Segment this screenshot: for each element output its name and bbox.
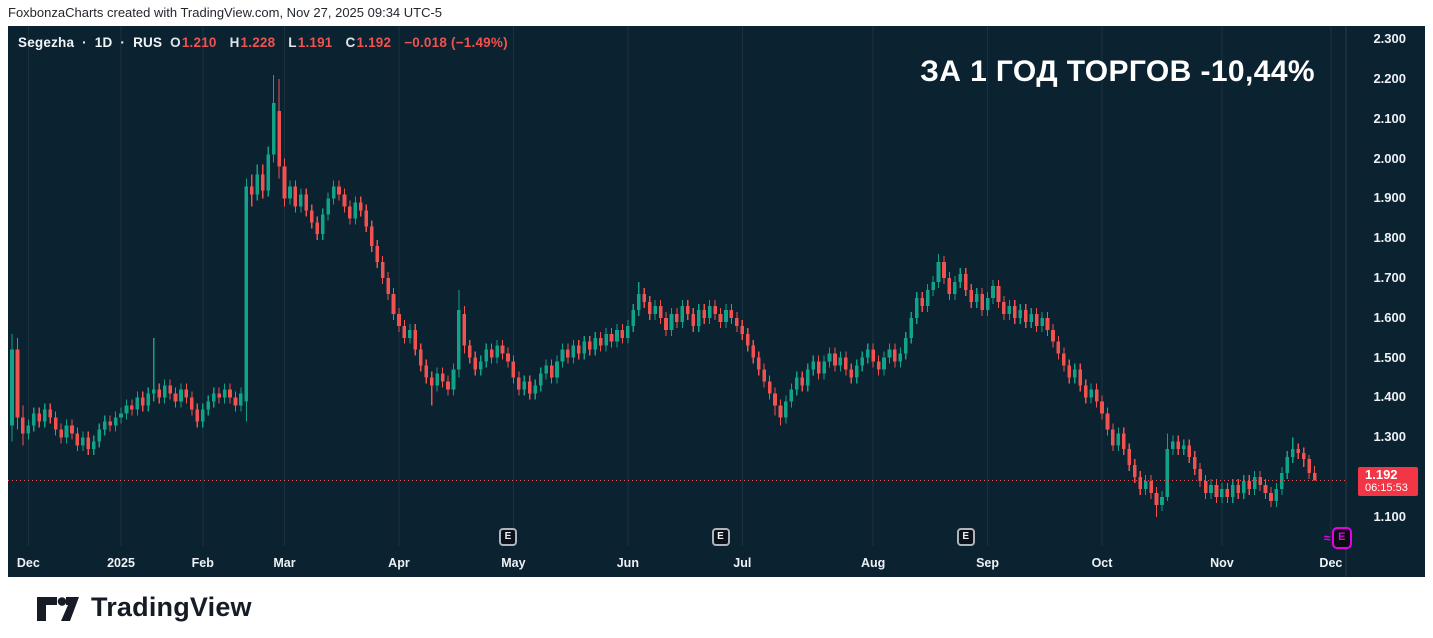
- upcoming-earnings-icon[interactable]: E ≈: [1324, 527, 1352, 549]
- exchange-label: RUS: [133, 35, 163, 50]
- time-tick-label: Apr: [388, 556, 410, 570]
- countdown-timer: 06:15:53: [1365, 482, 1408, 494]
- price-tick-label: 1.700: [1373, 270, 1406, 286]
- time-tick-label: Nov: [1210, 556, 1234, 570]
- price-tick-label: 2.100: [1373, 110, 1406, 126]
- price-tick-label: 2.200: [1373, 70, 1406, 86]
- time-tick-label: Dec: [1319, 556, 1343, 570]
- time-tick-label: Feb: [191, 556, 214, 570]
- price-tick-label: 2.300: [1373, 31, 1406, 47]
- close-letter: C: [345, 35, 356, 50]
- time-tick-label: Jul: [733, 556, 752, 570]
- time-tick-label: Sep: [976, 556, 1000, 570]
- chart-panel[interactable]: Segezha · 1D · RUS O1.210 H1.228 L1.191 …: [8, 26, 1425, 577]
- approx-symbol: ≈: [1323, 531, 1331, 545]
- time-tick-label: Oct: [1091, 556, 1113, 570]
- low-letter: L: [288, 35, 297, 50]
- open-value: 1.210: [181, 35, 217, 50]
- time-tick-label: Mar: [273, 556, 296, 570]
- attribution-text: FoxbonzaCharts created with TradingView.…: [8, 5, 443, 20]
- earnings-icon[interactable]: E: [498, 528, 517, 546]
- close-value: 1.192: [356, 35, 392, 50]
- symbol-name[interactable]: Segezha: [18, 35, 75, 50]
- price-tick-label: 1.800: [1373, 230, 1406, 246]
- footer-bar: TradingView: [0, 577, 1433, 638]
- interval-label[interactable]: 1D: [94, 35, 113, 50]
- time-tick-label: 2025: [107, 556, 135, 570]
- last-price-value: 1.192: [1365, 467, 1398, 482]
- legend-separator: ·: [82, 35, 87, 50]
- price-tick-label: 1.500: [1373, 349, 1406, 365]
- tradingview-logo[interactable]: TradingView: [35, 592, 252, 624]
- candlestick-chart[interactable]: [8, 26, 1425, 577]
- time-tick-label: Jun: [616, 556, 639, 570]
- change-value: −0.018 (−1.49%): [404, 35, 508, 50]
- price-tick-label: 1.400: [1373, 389, 1406, 405]
- price-tick-label: 1.300: [1373, 429, 1406, 445]
- price-tick-label: 1.600: [1373, 309, 1406, 325]
- tradingview-brand-text: TradingView: [91, 592, 252, 622]
- overlay-title: ЗА 1 ГОД ТОРГОВ -10,44%: [920, 55, 1315, 88]
- earnings-icon[interactable]: E: [711, 528, 730, 546]
- legend-separator: ·: [120, 35, 126, 50]
- attribution-bar: FoxbonzaCharts created with TradingView.…: [0, 0, 1433, 26]
- symbol-legend[interactable]: Segezha · 1D · RUS O1.210 H1.228 L1.191 …: [18, 35, 512, 50]
- tradingview-logo-icon: [37, 596, 79, 621]
- time-tick-label: May: [501, 556, 526, 570]
- high-letter: H: [229, 35, 240, 50]
- high-value: 1.228: [240, 35, 276, 50]
- last-price-badge: 1.192 06:15:53: [1358, 467, 1418, 496]
- open-letter: O: [170, 35, 181, 50]
- price-tick-label: 1.900: [1373, 190, 1406, 206]
- low-value: 1.191: [297, 35, 333, 50]
- time-tick-label: Aug: [860, 556, 886, 570]
- price-tick-label: 2.000: [1373, 150, 1406, 166]
- time-tick-label: Dec: [16, 556, 40, 570]
- earnings-icon[interactable]: E: [956, 528, 975, 546]
- price-tick-label: 1.100: [1373, 508, 1406, 524]
